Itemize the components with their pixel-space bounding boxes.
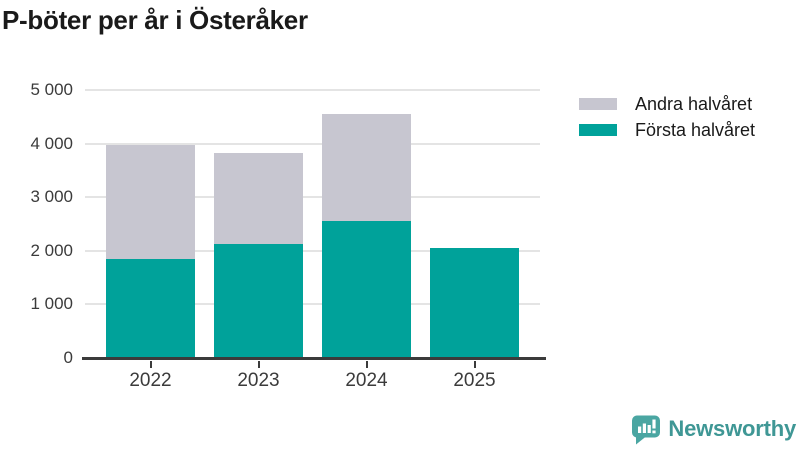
y-axis-tick-label: 4 000 (30, 133, 73, 153)
newsworthy-wordmark: Newsworthy (668, 416, 796, 441)
chart-title: P-böter per år i Österåker (2, 5, 308, 35)
y-axis-tick-label: 3 000 (30, 187, 73, 207)
bar-segment-f-rsta-halv-ret-2023 (214, 244, 303, 358)
x-axis-tick-label: 2025 (453, 370, 496, 391)
x-axis-tick-label: 2024 (345, 370, 388, 391)
legend: Andra halvåret Första halvåret (579, 93, 756, 147)
x-axis-tick (365, 361, 368, 368)
newsworthy-logo: Newsworthy (630, 413, 796, 445)
bar-segment-andra-halv-ret-2023 (214, 153, 303, 245)
gridline (85, 142, 540, 145)
x-axis-tick-label: 2023 (237, 370, 280, 391)
bar-segment-f-rsta-halv-ret-2025 (430, 248, 519, 358)
bar-segment-andra-halv-ret-2022 (106, 145, 195, 260)
gridline (85, 196, 540, 199)
legend-swatch-andra-halvaret (579, 98, 617, 110)
gridline (85, 89, 540, 91)
legend-label: Andra halvåret (635, 93, 753, 114)
plot-area: 2022 2023 2024 2025 (82, 89, 546, 391)
legend-item-forsta-halvaret: Första halvåret (579, 119, 756, 140)
x-axis-tick (473, 361, 476, 368)
gridline (85, 303, 540, 306)
bar-segment-andra-halv-ret-2024 (322, 113, 411, 222)
y-axis-tick-label: 2 000 (30, 240, 73, 260)
legend-item-andra-halvaret: Andra halvåret (579, 93, 755, 114)
x-axis-line (82, 356, 546, 360)
gridline (85, 249, 540, 252)
y-axis-tick-label: 0 (63, 348, 73, 367)
x-axis-tick (149, 361, 152, 368)
bar-chart-speech-bubble-icon (632, 415, 661, 445)
legend-swatch-forsta-halvaret (579, 124, 617, 136)
y-axis-tick-label: 1 000 (30, 294, 73, 314)
x-axis-tick-label: 2022 (129, 370, 172, 391)
legend-label: Första halvåret (635, 119, 756, 140)
x-axis-tick (257, 361, 260, 368)
y-axis-tick-label: 5 000 (30, 80, 73, 99)
bar-segment-f-rsta-halv-ret-2024 (322, 221, 411, 358)
y-axis: 0 1 000 2 000 3 000 4 000 5 000 (0, 80, 73, 367)
bar-segment-f-rsta-halv-ret-2022 (106, 259, 195, 358)
